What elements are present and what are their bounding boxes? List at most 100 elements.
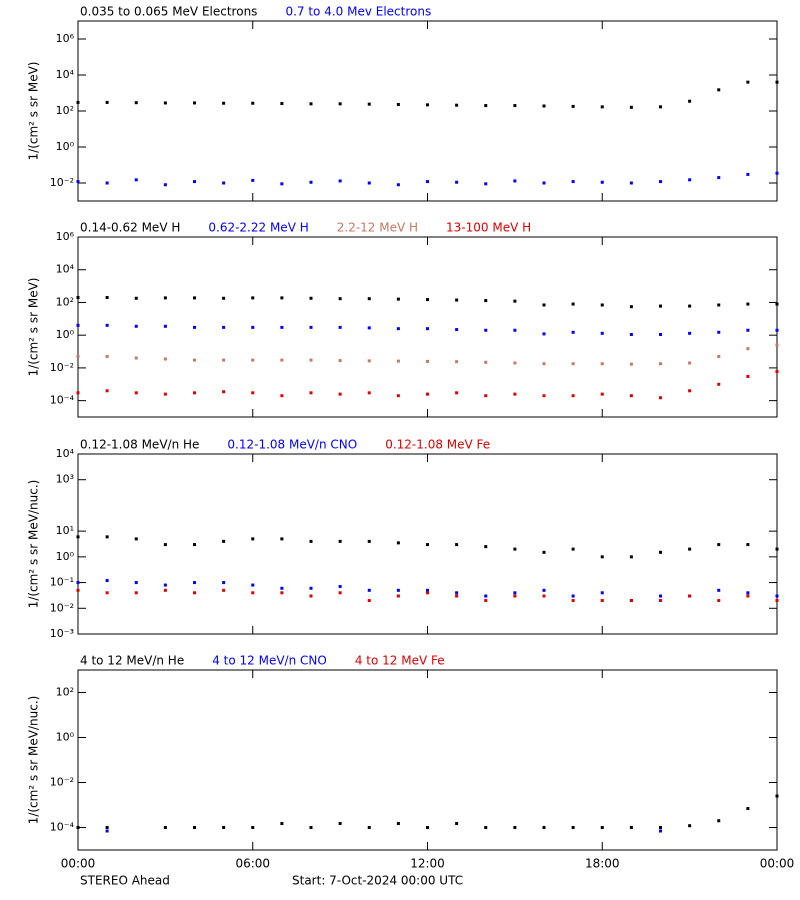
data-point xyxy=(163,357,167,361)
data-point xyxy=(222,296,226,300)
data-point xyxy=(542,594,546,598)
data-point xyxy=(309,180,313,184)
data-point xyxy=(426,103,429,107)
data-point xyxy=(309,594,313,598)
data-point xyxy=(105,181,109,185)
data-point xyxy=(280,325,284,329)
data-point xyxy=(775,171,779,175)
data-point xyxy=(659,550,662,554)
legend-entry: 4 to 12 MeV/n CNO xyxy=(212,654,327,668)
data-point xyxy=(688,824,692,828)
data-point xyxy=(76,323,80,327)
data-point xyxy=(426,543,429,547)
data-point xyxy=(688,178,692,182)
data-point xyxy=(76,826,80,829)
data-point xyxy=(309,325,313,329)
data-point xyxy=(571,547,575,551)
data-point xyxy=(746,347,750,351)
data-point xyxy=(484,545,488,549)
data-point xyxy=(105,296,109,300)
data-point xyxy=(513,179,517,183)
data-point xyxy=(76,588,80,592)
data-point xyxy=(309,102,313,106)
legend-entry: 2.2-12 MeV H xyxy=(337,221,418,235)
data-point xyxy=(775,594,779,598)
data-point xyxy=(367,326,371,330)
data-point xyxy=(629,305,633,309)
data-point xyxy=(542,394,546,398)
data-point xyxy=(76,581,80,585)
data-point xyxy=(193,325,196,329)
data-point xyxy=(367,391,371,395)
data-point xyxy=(542,362,546,366)
data-point xyxy=(717,176,721,180)
data-point xyxy=(484,360,488,364)
data-point xyxy=(222,325,226,329)
data-point xyxy=(455,180,459,184)
data-point xyxy=(455,594,459,598)
data-point xyxy=(222,181,226,185)
data-point xyxy=(251,296,255,300)
y-tick-label: 10⁻² xyxy=(50,776,74,789)
data-point xyxy=(105,535,109,539)
data-point xyxy=(396,297,400,301)
data-point xyxy=(484,826,488,829)
data-point xyxy=(455,391,459,395)
y-tick-label: 10⁶ xyxy=(56,230,75,243)
data-point xyxy=(746,543,750,547)
data-point xyxy=(484,594,488,598)
data-point xyxy=(629,599,633,603)
plot-frame xyxy=(77,20,778,202)
data-point xyxy=(542,181,546,185)
data-point xyxy=(629,394,633,398)
data-point xyxy=(280,822,284,826)
plot-frame xyxy=(77,236,778,418)
data-point xyxy=(134,296,138,300)
data-point xyxy=(134,324,138,328)
data-point xyxy=(600,362,604,366)
data-point xyxy=(163,101,167,105)
data-point xyxy=(775,794,779,798)
data-point xyxy=(513,547,517,551)
data-point xyxy=(426,826,429,829)
data-point xyxy=(717,599,721,603)
data-point xyxy=(367,359,371,363)
data-point xyxy=(600,180,604,184)
data-point xyxy=(688,594,692,598)
data-point xyxy=(222,581,226,585)
data-point xyxy=(659,599,662,603)
data-point xyxy=(600,599,604,603)
data-point xyxy=(280,102,284,106)
y-tick-label: 10² xyxy=(56,295,74,308)
data-point xyxy=(455,328,459,332)
data-point xyxy=(542,332,546,336)
data-point xyxy=(600,826,604,829)
data-point xyxy=(688,304,692,308)
footer-left: STEREO Ahead xyxy=(80,874,170,888)
data-point xyxy=(338,585,342,589)
data-point xyxy=(659,333,662,337)
data-point xyxy=(688,547,692,551)
data-point xyxy=(746,591,750,595)
data-point xyxy=(484,328,488,332)
data-point xyxy=(309,826,313,829)
data-point xyxy=(222,588,226,592)
data-point xyxy=(688,361,692,365)
y-tick-label: 10⁻² xyxy=(50,601,74,614)
data-point xyxy=(105,389,109,393)
data-point xyxy=(163,826,167,829)
data-point xyxy=(600,303,604,307)
data-point xyxy=(717,330,721,334)
data-point xyxy=(571,104,575,108)
data-point xyxy=(105,323,109,327)
data-point xyxy=(338,539,342,543)
data-point xyxy=(338,591,342,595)
y-tick-label: 10⁰ xyxy=(56,140,75,153)
data-point xyxy=(280,358,284,362)
data-point xyxy=(163,588,167,592)
data-point xyxy=(396,594,400,598)
data-point xyxy=(513,392,517,396)
legend-entry: 0.12-1.08 MeV/n He xyxy=(80,438,199,452)
data-point xyxy=(251,583,255,587)
